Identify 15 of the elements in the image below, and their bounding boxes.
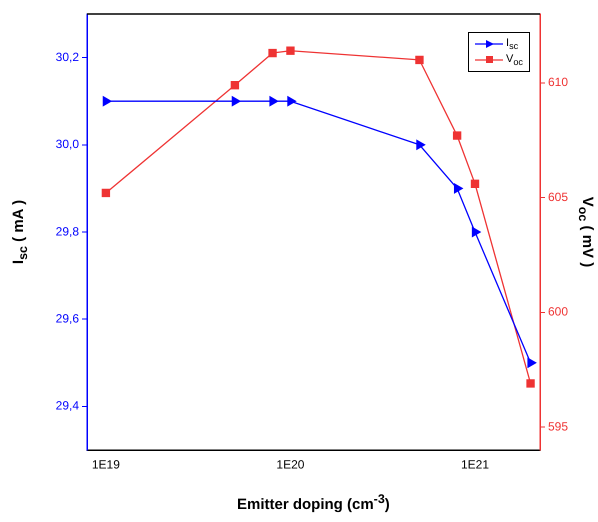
y2-tick-label: 610 [548,75,568,90]
y-tick-label: 29,6 [56,312,80,326]
y-tick-label: 29,8 [56,224,80,238]
x-tick-label: 1E21 [460,458,490,472]
legend-label: V$_{oc}$ [506,52,524,68]
y2-tick-label: 605 [548,190,568,204]
y2-tick-label: 595 [548,419,568,434]
x-tick-label: 1E19 [92,458,120,472]
y2-tick-label: 600 [548,304,568,319]
y-tick-label: 30,0 [56,137,80,152]
y-tick-label: 30,2 [56,50,80,64]
x-axis-title: Emitter doping (cm$^{-3}$) [237,492,390,513]
x-tick-label: 1E20 [276,458,305,472]
y-tick-label: 29,4 [56,398,80,413]
legend-label: I$_{sc}$ [506,36,518,52]
